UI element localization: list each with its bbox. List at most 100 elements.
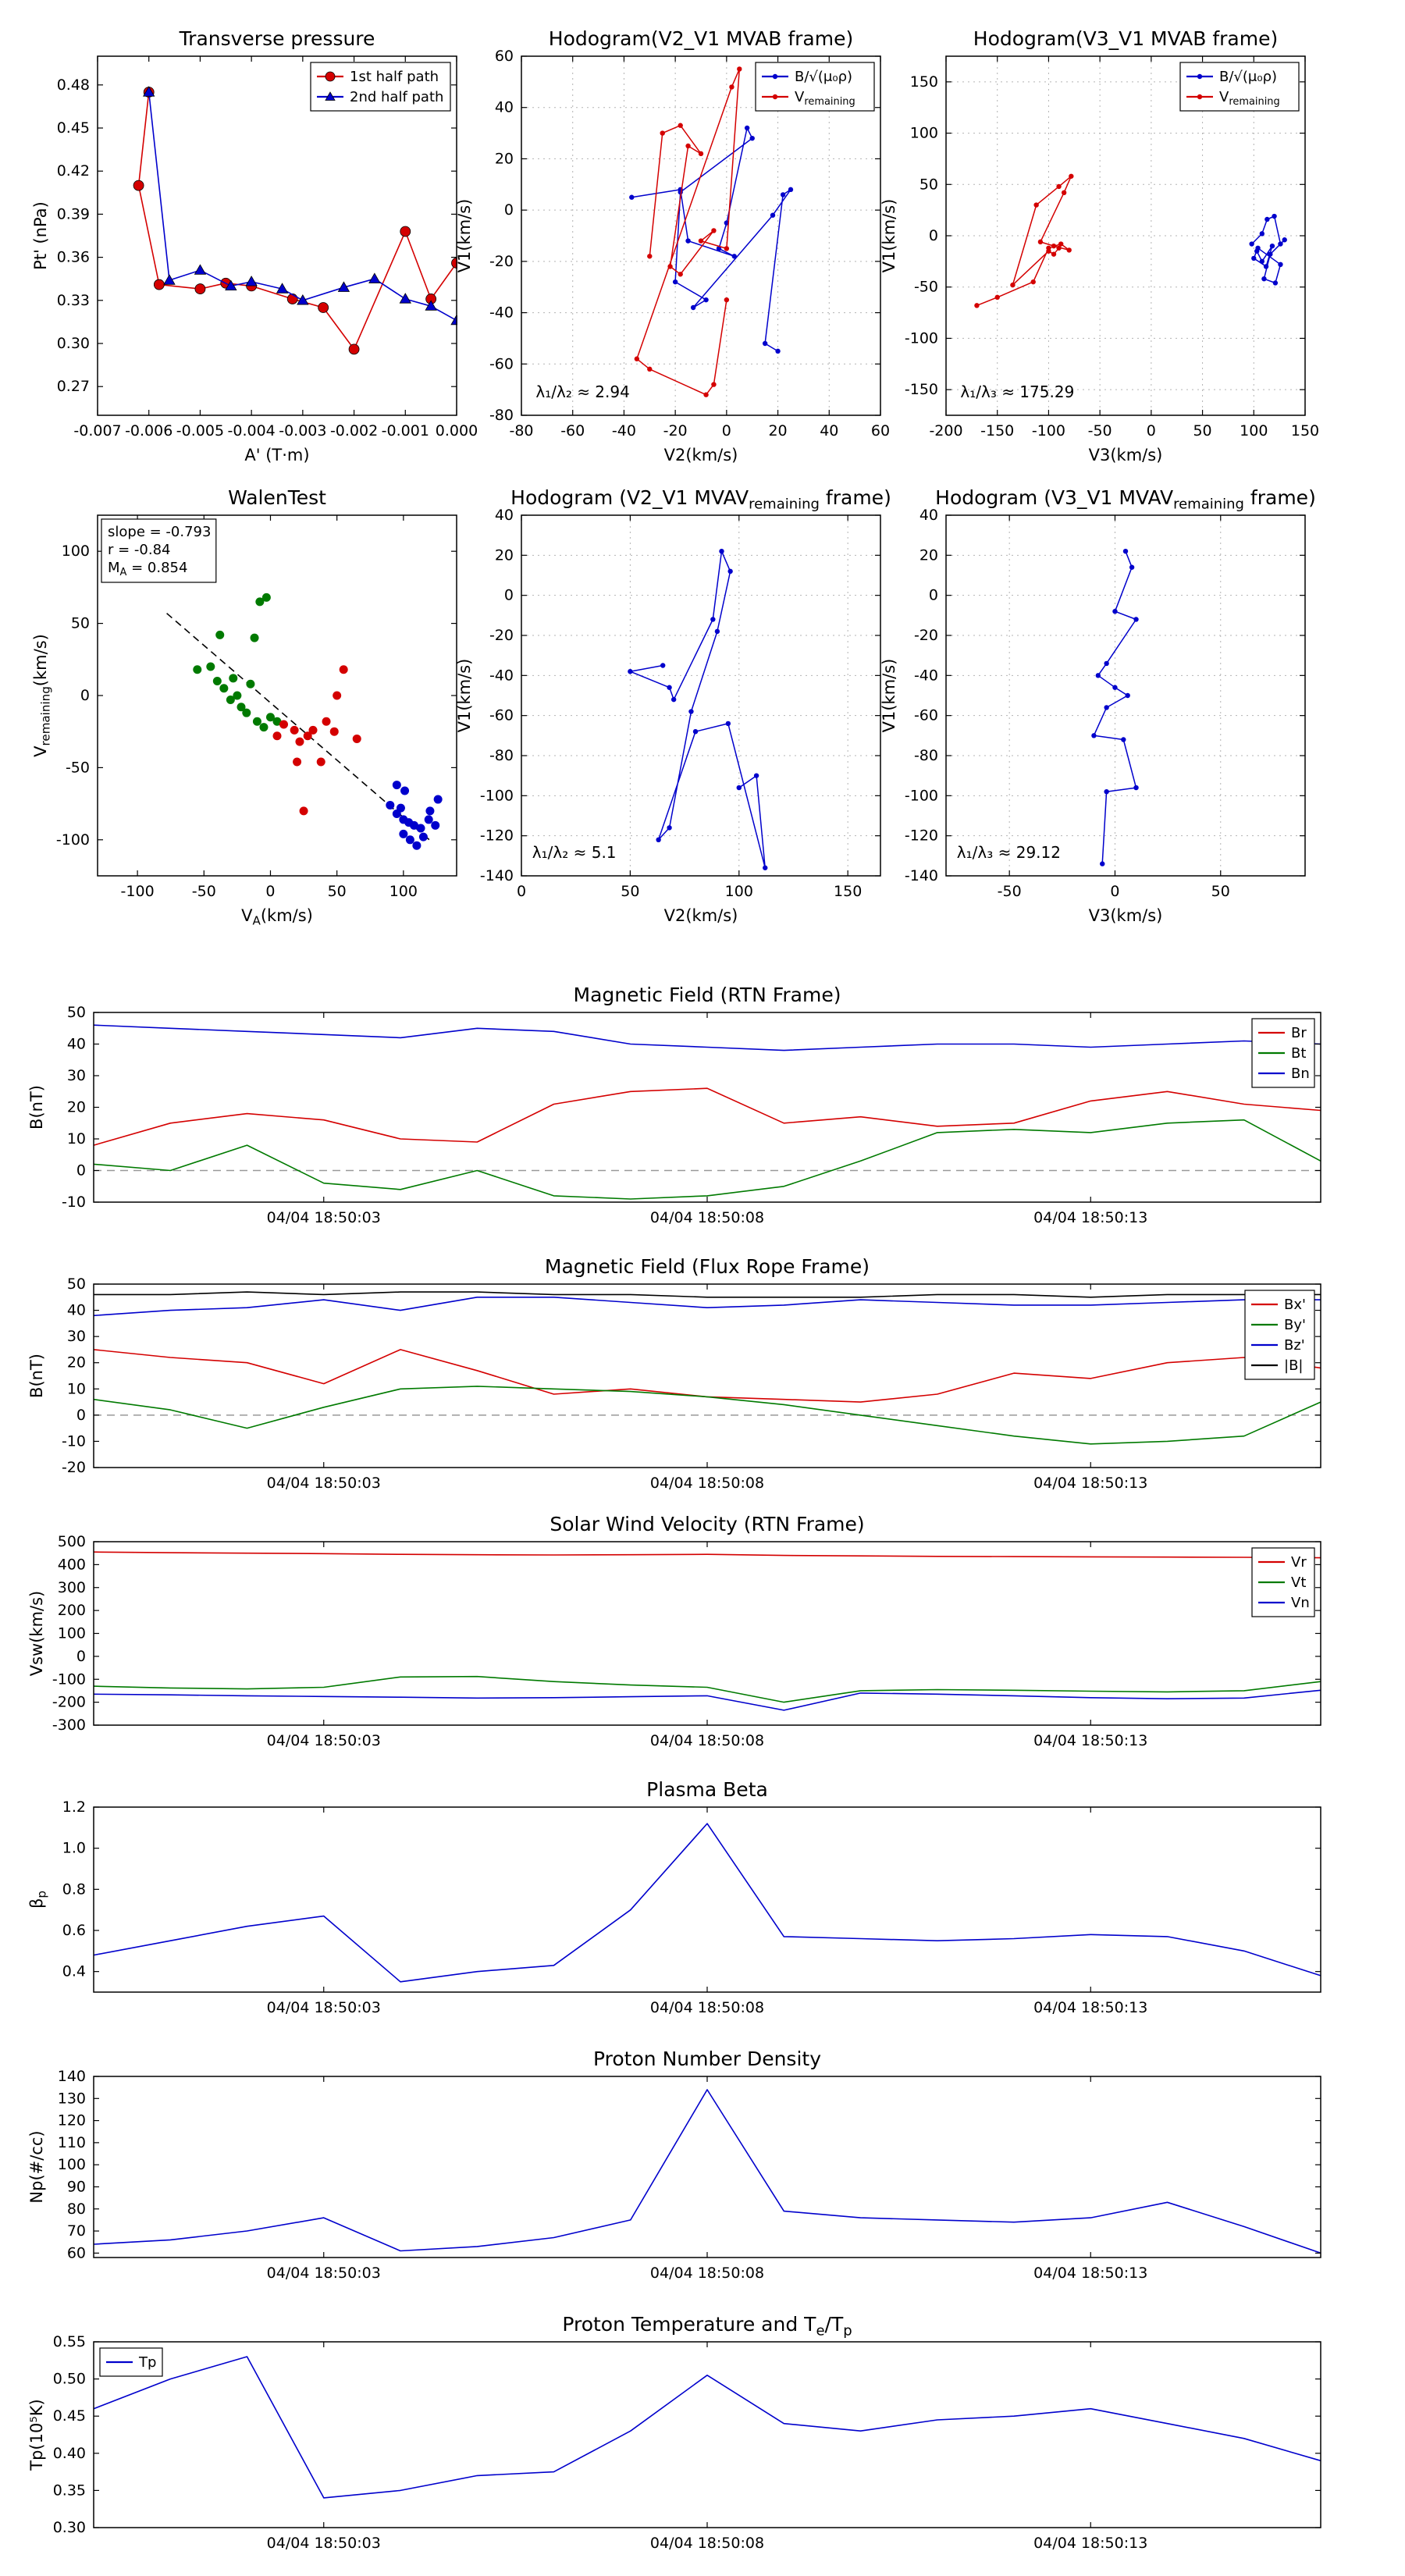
hodogram-v3v1-mvav-ytick-label: -60 (914, 707, 938, 724)
transverse-pressure-ticks: -0.007 -0.006 -0.005 -0.004 -0.003 -0.002 -0.0… (57, 56, 478, 439)
transverse-pressure-ytick-label: 0.39 (57, 205, 90, 222)
proton-number-density-ytick-label: 70 (67, 2222, 86, 2240)
hodogram-v2v1-mvav-ytick-label: -40 (489, 667, 514, 684)
solar-wind-velocity-xtick-label: 04/04 18:50:13 (1033, 1732, 1147, 1749)
mag-field-flux-rope-legend-label: Bz' (1284, 1337, 1305, 1354)
mag-field-flux-rope-ylabel: B(nT) (27, 1354, 46, 1398)
chart-hodogram-v2v1-mvav: 0 50 100 150 -140 -120 -100 -80 -60 -40 -20 0 20 40Ho… (455, 486, 891, 925)
walen-test-xtick-label: -100 (121, 883, 155, 900)
proton-number-density-ytick-label: 100 (58, 2156, 86, 2173)
plasma-beta-xtick-label: 04/04 18:50:08 (650, 1999, 764, 2016)
proton-number-density-xtick-label: 04/04 18:50:13 (1033, 2265, 1147, 2282)
proton-temperature-ytick-label: 0.35 (53, 2482, 86, 2499)
chart-proton-temperature: 04/04 18:50:03 04/04 18:50:08 04/04 18:50:… (27, 2313, 1321, 2552)
solar-wind-velocity-ytick-label: -300 (52, 1717, 86, 1734)
walen-test-xtick-label: -50 (192, 883, 216, 900)
mag-field-flux-rope-ytick-label: 50 (67, 1276, 86, 1293)
transverse-pressure-xtick-label: -0.007 (73, 422, 121, 439)
mag-field-rtn-legend: Br Bt Bn (1251, 1018, 1315, 1088)
mag-field-flux-rope-xtick-label: 04/04 18:50:08 (650, 1475, 764, 1492)
mag-field-flux-rope-series-Bz' (93, 1297, 1321, 1317)
hodogram-v2v1-mvab-xtick-label: 40 (820, 422, 838, 439)
proton-temperature-series (93, 2356, 1321, 2499)
transverse-pressure-xtick-label: -0.006 (125, 422, 173, 439)
hodogram-v3v1-mvav-annotation: λ₁/λ₃ ≈ 29.12 (957, 843, 1061, 862)
hodogram-v3v1-mvav-xtick-label: 0 (1110, 883, 1119, 900)
plasma-beta-title: Plasma Beta (646, 1778, 768, 1801)
hodogram-v3v1-mvab-series (974, 173, 1287, 308)
proton-temperature-legend: Tp (99, 2347, 163, 2377)
mag-field-flux-rope-ticks: 04/04 18:50:03 04/04 18:50:08 04/04 18:50:… (62, 1276, 1321, 1492)
transverse-pressure-ytick-label: 0.48 (57, 76, 90, 94)
transverse-pressure-xtick-label: 0.000 (436, 422, 478, 439)
solar-wind-velocity-ytick-label: 200 (58, 1602, 86, 1619)
walen-test-stats-box: slope = -0.793 r = -0.84 MA = 0.854 (101, 518, 217, 583)
hodogram-v3v1-mvab-series-B/√(μ₀ρ) (1249, 213, 1287, 286)
proton-number-density-title: Proton Number Density (593, 2048, 821, 2070)
walen-test-ytick-label: 100 (62, 543, 90, 560)
hodogram-v3v1-mvab-legend: B/√(μ₀ρ) Vremaining (1179, 62, 1300, 112)
walen-test-series-3 (386, 781, 443, 850)
transverse-pressure-ytick-label: 0.36 (57, 249, 90, 266)
transverse-pressure-series (133, 86, 457, 355)
hodogram-v2v1-mvav-ytick-label: -140 (480, 867, 514, 884)
hodogram-v3v1-mvav-ytick-label: -80 (914, 747, 938, 764)
hodogram-v2v1-mvab-series-Vremaining (634, 66, 742, 397)
mag-field-rtn-legend-label: Bn (1291, 1066, 1310, 1082)
solar-wind-velocity-legend: Vr Vt Vn (1251, 1547, 1315, 1617)
proton-temperature-ylabel: Tp(10⁵K) (27, 2399, 46, 2471)
plasma-beta-xtick-label: 04/04 18:50:13 (1033, 1999, 1147, 2016)
solar-wind-velocity-ticks: 04/04 18:50:03 04/04 18:50:08 04/04 18:50:… (52, 1533, 1321, 1749)
hodogram-v3v1-mvav-title: Hodogram (V3_V1 MVAVremaining frame) (935, 486, 1316, 513)
hodogram-v2v1-mvav-xtick-label: 50 (621, 883, 639, 900)
mag-field-flux-rope-series (93, 1291, 1321, 1445)
walen-test-series (166, 592, 443, 850)
hodogram-v3v1-mvab-legend-label: B/√(μ₀ρ) (1219, 69, 1277, 85)
chart-mag-field-flux-rope: 04/04 18:50:03 04/04 18:50:08 04/04 18:50:… (27, 1255, 1321, 1492)
hodogram-v2v1-mvab-xlabel: V2(km/s) (664, 446, 738, 464)
walen-test-xtick-label: 50 (328, 883, 347, 900)
proton-temperature-ticks: 04/04 18:50:03 04/04 18:50:08 04/04 18:50:… (53, 2333, 1321, 2552)
plasma-beta-ytick-label: 0.8 (62, 1880, 86, 1898)
hodogram-v2v1-mvav-xlabel: V2(km/s) (664, 906, 738, 925)
hodogram-v2v1-mvav-ticks: 0 50 100 150 -140 -120 -100 -80 -60 -40 -20 0 20 40 (480, 507, 880, 900)
mag-field-rtn-title: Magnetic Field (RTN Frame) (574, 984, 841, 1006)
mag-field-rtn-ytick-label: 30 (67, 1067, 86, 1084)
proton-temperature-ytick-label: 0.40 (53, 2445, 86, 2462)
mag-field-rtn-xtick-label: 04/04 18:50:13 (1033, 1209, 1147, 1226)
hodogram-v3v1-mvav-ytick-label: 20 (919, 546, 938, 564)
mag-field-rtn-ytick-label: 40 (67, 1036, 86, 1053)
hodogram-v3v1-mvab-xtick-label: -100 (1032, 422, 1065, 439)
transverse-pressure-ytick-label: 0.33 (57, 292, 90, 309)
hodogram-v2v1-mvab-ytick-label: 60 (495, 48, 514, 65)
hodogram-v2v1-mvav-ytick-label: -120 (480, 827, 514, 845)
walen-test-series-2 (272, 665, 361, 816)
hodogram-v3v1-mvab-ytick-label: 150 (910, 73, 938, 91)
solar-wind-velocity-ytick-label: -100 (52, 1670, 86, 1688)
hodogram-v3v1-mvav-frame (945, 514, 1306, 877)
proton-temperature-xtick-label: 04/04 18:50:03 (267, 2535, 381, 2552)
transverse-pressure-ytick-label: 0.45 (57, 119, 90, 137)
walen-test-ytick-label: 50 (71, 615, 90, 632)
hodogram-v2v1-mvav-frame (521, 514, 881, 877)
walen-test-series-1 (193, 592, 282, 732)
mag-field-rtn-ytick-label: 50 (67, 1004, 86, 1021)
hodogram-v2v1-mvab-xtick-label: -80 (509, 422, 533, 439)
hodogram-v2v1-mvab-xtick-label: 20 (768, 422, 787, 439)
mag-field-rtn-series (93, 1024, 1321, 1200)
hodogram-v3v1-mvab-legend-label: Vremaining (1219, 89, 1280, 108)
plasma-beta-ticks: 04/04 18:50:03 04/04 18:50:08 04/04 18:50:… (62, 1799, 1321, 2016)
proton-number-density-ytick-label: 140 (58, 2068, 86, 2085)
solar-wind-velocity-ylabel: Vsw(km/s) (27, 1591, 46, 1677)
mag-field-flux-rope-ytick-label: 40 (67, 1302, 86, 1319)
hodogram-v2v1-mvab-xtick-label: -20 (663, 422, 688, 439)
solar-wind-velocity-ytick-label: 100 (58, 1625, 86, 1642)
hodogram-v2v1-mvab-title: Hodogram(V2_V1 MVAB frame) (549, 27, 853, 50)
plasma-beta-series-0 (93, 1823, 1321, 1983)
proton-temperature-xtick-label: 04/04 18:50:13 (1033, 2535, 1147, 2552)
mag-field-flux-rope-xtick-label: 04/04 18:50:03 (267, 1475, 381, 1492)
hodogram-v2v1-mvav-ylabel: V1(km/s) (455, 659, 474, 733)
walen-test-stats-line: r = -0.84 (108, 542, 171, 558)
